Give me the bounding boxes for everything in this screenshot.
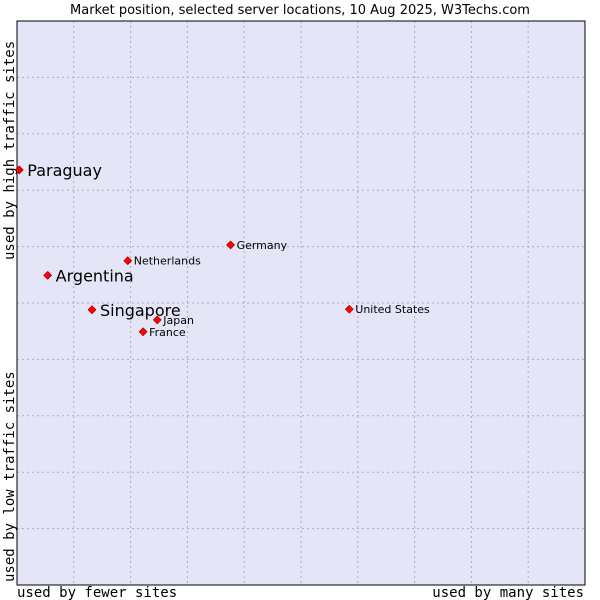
marker-france (138, 327, 148, 337)
plot-border (16, 20, 586, 586)
marker-singapore (87, 305, 97, 315)
marker-germany (226, 240, 235, 250)
label-argentina: Argentina (56, 266, 134, 285)
chart-title: Market position, selected server locatio… (70, 3, 530, 18)
label-france: France (149, 326, 186, 339)
label-united-states: United States (355, 303, 430, 316)
marker-argentina (43, 270, 53, 280)
x-axis-label-many-sites: used by many sites (432, 585, 584, 600)
grid-lines (17, 21, 585, 585)
marker-paraguay (14, 165, 24, 175)
y-axis-label-low-traffic: used by low traffic sites (2, 371, 18, 582)
data-point-singapore: Singapore (87, 301, 181, 320)
label-singapore: Singapore (100, 301, 181, 320)
data-point-united-states: United States (344, 303, 430, 316)
label-japan: Japan (162, 314, 194, 327)
data-point-argentina: Argentina (43, 266, 134, 285)
data-point-paraguay: Paraguay (14, 161, 102, 180)
marker-united-states (344, 304, 354, 314)
data-point-france: France (138, 326, 186, 339)
x-axis-label-fewer-sites: used by fewer sites (17, 585, 177, 600)
data-point-netherlands: Netherlands (123, 255, 201, 268)
label-netherlands: Netherlands (134, 255, 201, 268)
marker-netherlands (123, 256, 133, 266)
label-germany: Germany (237, 239, 288, 252)
marker-japan (152, 315, 162, 325)
y-axis-label-high-traffic: used by high traffic sites (2, 41, 18, 260)
label-paraguay: Paraguay (27, 161, 102, 180)
data-point-japan: Japan (152, 314, 194, 327)
data-points: Paraguay Argentina Singapore Netherlands Ger… (14, 161, 430, 339)
plot-area: Paraguay Argentina Singapore Netherlands Ger… (14, 20, 586, 586)
data-point-germany: Germany (226, 239, 288, 252)
